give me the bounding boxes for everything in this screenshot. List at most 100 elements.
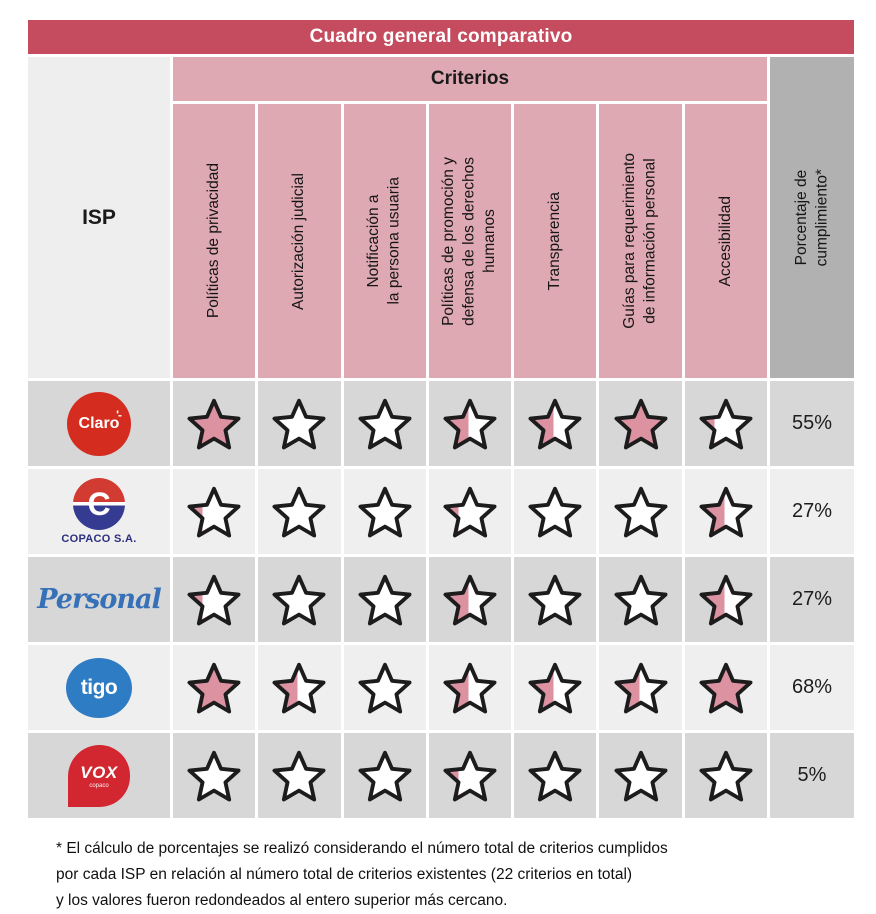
star-icon <box>272 574 326 625</box>
criteria-column-header-label: Transparencia <box>546 191 564 291</box>
star-icon <box>187 574 241 625</box>
star-cell <box>258 381 341 466</box>
star-cell <box>684 733 767 818</box>
star-cell <box>684 645 767 730</box>
claro-logo-text: Claro <box>78 414 120 432</box>
star-cell <box>343 469 426 554</box>
isp-cell-vox: VOX copaco <box>28 733 170 818</box>
percent-column-header-label: Porcentaje de cumplimiento* <box>792 168 830 267</box>
star-cell <box>343 733 426 818</box>
star-icon <box>614 574 668 625</box>
star-cell <box>684 469 767 554</box>
star-icon <box>443 574 497 625</box>
isp-logo-personal: Personal <box>37 584 162 615</box>
star-cell <box>599 381 682 466</box>
star-cell <box>343 381 426 466</box>
star-icon <box>358 662 412 713</box>
star-cell <box>258 733 341 818</box>
star-cell <box>514 381 597 466</box>
star-icon <box>614 662 668 713</box>
criteria-column-header: Accesibilidad <box>684 104 767 378</box>
star-icon <box>528 574 582 625</box>
criterios-group-header: Criterios <box>173 57 767 101</box>
star-cell <box>514 645 597 730</box>
criteria-column-header: Notificación a la persona usuaria <box>343 104 426 378</box>
percent-column-header: Porcentaje de cumplimiento* <box>769 57 854 378</box>
star-cell <box>258 469 341 554</box>
star-cell <box>428 645 512 730</box>
isp-logo-copaco: C COPACO S.A. <box>61 478 136 545</box>
star-cell <box>599 645 682 730</box>
vox-logo-text: VOX <box>80 762 118 782</box>
star-icon <box>699 662 753 713</box>
star-icon <box>443 750 497 801</box>
criteria-column-header: Políticas de promoción y defensa de los … <box>428 104 512 378</box>
copaco-logo-text: COPACO S.A. <box>61 533 137 545</box>
percent-value: 55% <box>769 381 854 466</box>
star-icon <box>614 486 668 537</box>
star-icon <box>358 398 412 449</box>
comparison-table: Cuadro general comparativo ISP Criterios… <box>28 20 854 818</box>
star-cell <box>173 469 256 554</box>
criteria-column-header: Guías para requerimiento de información … <box>599 104 682 378</box>
star-icon <box>272 750 326 801</box>
star-cell <box>258 557 341 642</box>
isp-cell-copaco: C COPACO S.A. <box>28 469 170 554</box>
criteria-column-header-label: Notificación a la persona usuaria <box>365 177 403 305</box>
star-icon <box>699 574 753 625</box>
star-icon <box>443 398 497 449</box>
star-cell <box>258 645 341 730</box>
star-cell <box>173 557 256 642</box>
star-icon <box>699 398 753 449</box>
isp-cell-claro: Claro '- <box>28 381 170 466</box>
criteria-column-header-label: Guías para requerimiento de información … <box>621 153 659 329</box>
star-icon <box>358 750 412 801</box>
isp-logo-claro: Claro '- <box>67 391 131 456</box>
percent-value: 68% <box>769 645 854 730</box>
table-title: Cuadro general comparativo <box>28 20 854 54</box>
star-icon <box>614 750 668 801</box>
star-cell <box>428 381 512 466</box>
criteria-column-header: Políticas de privacidad <box>173 104 256 378</box>
percent-value: 27% <box>769 557 854 642</box>
star-cell <box>514 557 597 642</box>
star-cell <box>599 469 682 554</box>
star-cell <box>514 733 597 818</box>
star-cell <box>514 469 597 554</box>
star-cell <box>428 469 512 554</box>
star-cell <box>684 557 767 642</box>
criteria-column-header-label: Accesibilidad <box>716 195 734 287</box>
criteria-column-header-label: Políticas de privacidad <box>204 163 222 319</box>
star-icon <box>528 398 582 449</box>
star-icon <box>528 486 582 537</box>
star-cell <box>599 733 682 818</box>
star-icon <box>272 486 326 537</box>
footnote: * El cálculo de porcentajes se realizó c… <box>56 840 668 910</box>
isp-column-header: ISP <box>28 57 170 378</box>
star-icon <box>614 398 668 449</box>
isp-logo-vox: VOX copaco <box>68 744 130 807</box>
star-icon <box>699 750 753 801</box>
star-cell <box>343 557 426 642</box>
criteria-column-header: Autorización judicial <box>258 104 341 378</box>
star-cell <box>343 645 426 730</box>
star-icon <box>187 750 241 801</box>
star-cell <box>173 381 256 466</box>
star-icon <box>528 750 582 801</box>
star-icon <box>699 486 753 537</box>
star-icon <box>272 662 326 713</box>
star-cell <box>428 733 512 818</box>
star-cell <box>428 557 512 642</box>
isp-logo-tigo: tigo <box>66 657 132 718</box>
star-icon <box>358 486 412 537</box>
percent-value: 5% <box>769 733 854 818</box>
star-cell <box>599 557 682 642</box>
isp-cell-tigo: tigo <box>28 645 170 730</box>
isp-cell-personal: Personal <box>28 557 170 642</box>
star-icon <box>528 662 582 713</box>
star-cell <box>684 381 767 466</box>
star-icon <box>443 486 497 537</box>
criteria-column-header-label: Políticas de promoción y defensa de los … <box>440 156 499 326</box>
criteria-column-header-label: Autorización judicial <box>290 172 308 310</box>
copaco-circle-icon: C <box>73 478 125 530</box>
